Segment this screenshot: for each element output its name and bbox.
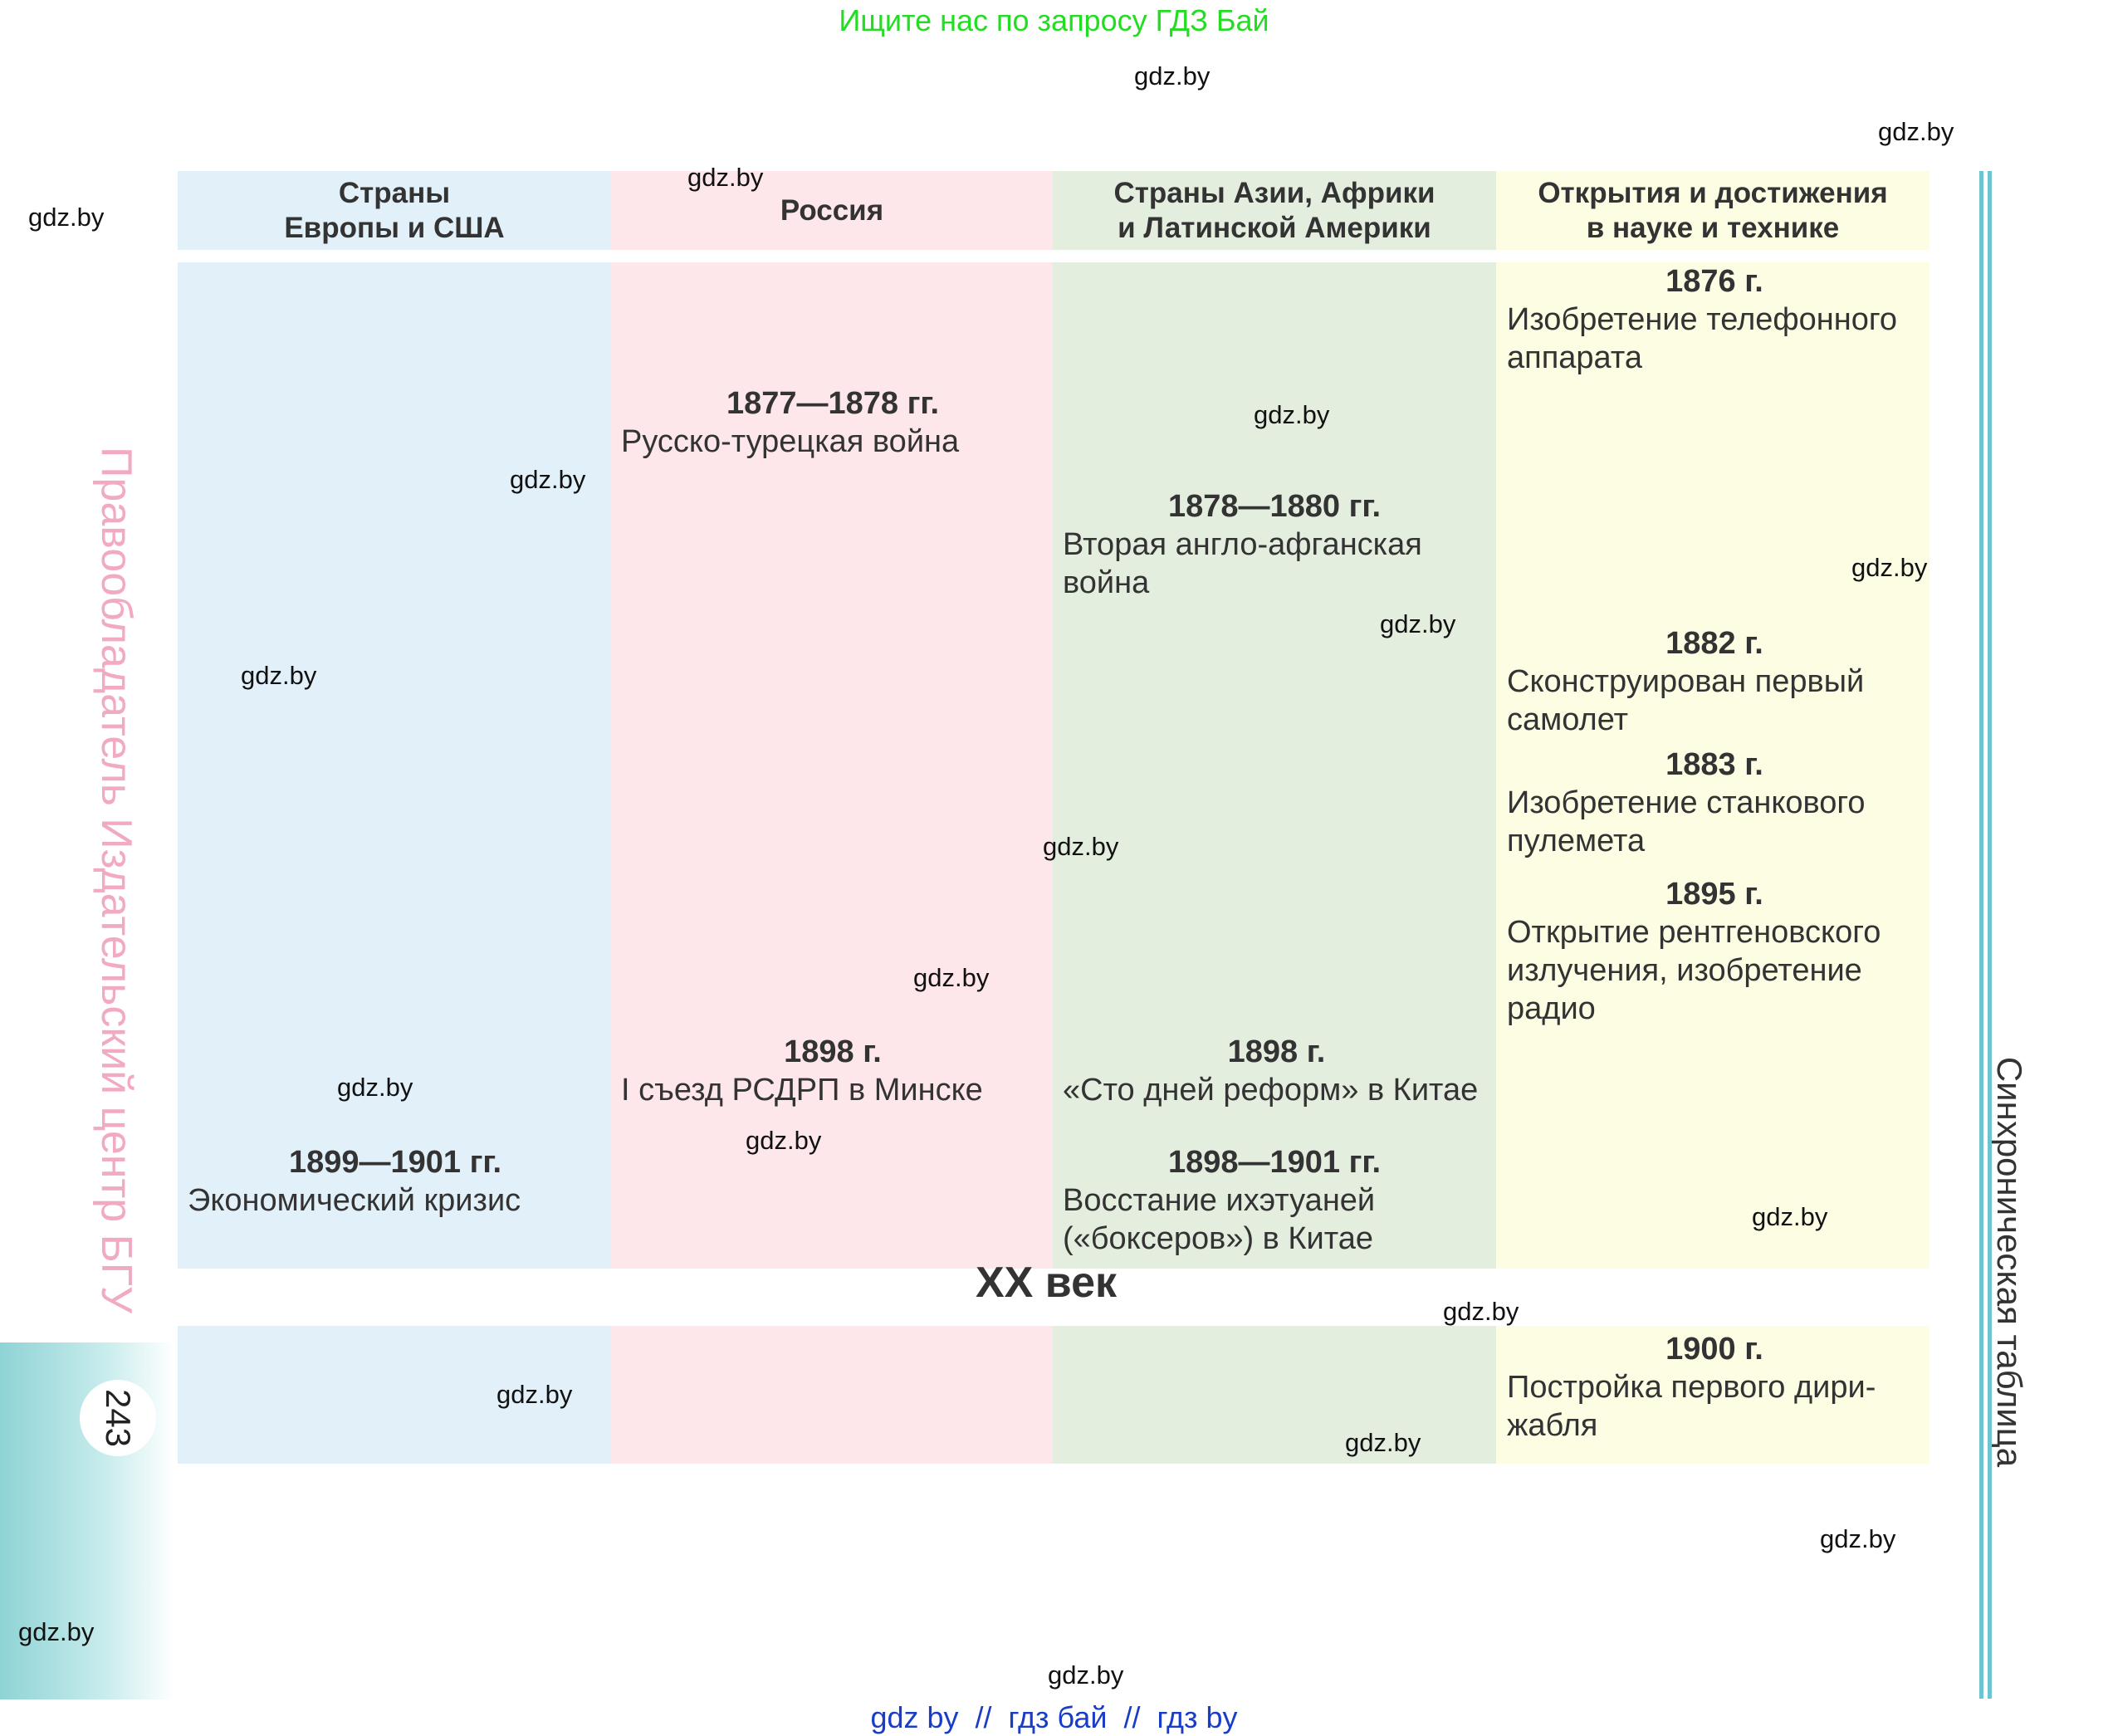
watermark: gdz.by xyxy=(1878,117,1954,146)
watermark: gdz.by xyxy=(510,465,586,494)
entry-asia-1898-1901: 1898—1901 гг. Восстание ихэтуаней («бокс… xyxy=(1063,1143,1486,1258)
entry-text: Восстание ихэтуаней («боксеров») в Китае xyxy=(1063,1183,1376,1256)
entry-science-1895: 1895 г. Открытие рентгеновского излучени… xyxy=(1507,875,1922,1028)
entry-text: Постройка первого дири- жабля xyxy=(1507,1370,1876,1443)
entry-year: 1883 г. xyxy=(1665,747,1763,782)
entry-asia-1878: 1878—1880 гг. Вторая англо-афганская вой… xyxy=(1063,487,1486,602)
entry-text: Открытие рентгеновского излучения, изобр… xyxy=(1507,915,1881,1026)
entry-russia-1898: 1898 г. I съезд РСДРП в Минске xyxy=(621,1033,1044,1109)
header-bg-asia xyxy=(1053,171,1496,250)
entry-year: 1895 г. xyxy=(1665,877,1763,912)
header-europe: Страны Европы и США xyxy=(284,176,505,244)
watermark: gdz.by xyxy=(28,203,105,232)
entry-text: Изобретение телефонного аппарата xyxy=(1507,302,1898,375)
watermark: gdz.by xyxy=(1134,61,1211,90)
entry-year: 1876 г. xyxy=(1665,264,1763,299)
entry-year: 1899—1901 гг. xyxy=(288,1145,502,1180)
header-science: Открытия и достижения в науке и технике xyxy=(1538,176,1888,244)
body-bg-science xyxy=(1496,262,1929,1269)
xx-bg-science xyxy=(1496,1326,1929,1464)
copyright-side-caption: Правообладатель Издательский центр БГУ xyxy=(33,447,199,1313)
watermark: gdz.by xyxy=(1380,609,1456,638)
section-side-caption: Синхроническая таблица xyxy=(1959,1029,2059,1494)
watermark: gdz.by xyxy=(1345,1428,1421,1457)
header-bg-europe xyxy=(178,171,611,250)
entry-text: Сконструирован первый самолет xyxy=(1507,664,1865,737)
entry-text: I съезд РСДРП в Минске xyxy=(621,1073,983,1108)
watermark: gdz.by xyxy=(241,661,317,690)
entry-year: 1900 г. xyxy=(1665,1332,1763,1367)
watermark: gdz.by xyxy=(1043,832,1119,861)
watermark: gdz.by xyxy=(18,1617,95,1646)
header-russia: Россия xyxy=(780,193,884,227)
xx-bg-russia xyxy=(611,1326,1053,1464)
search-banner: Ищите нас по запросу ГДЗ Бай xyxy=(839,3,1269,37)
body-bg-europe xyxy=(178,262,611,1269)
entry-year: 1882 г. xyxy=(1665,626,1763,661)
entry-europe-1899: 1899—1901 гг. Экономический кризис xyxy=(188,1143,603,1220)
entry-year: 1878—1880 гг. xyxy=(1167,489,1382,524)
entry-text: Вторая англо-афганская война xyxy=(1063,527,1422,600)
watermark: gdz.by xyxy=(1254,400,1330,429)
header-bg-russia xyxy=(611,171,1053,250)
page-number: 243 xyxy=(99,1388,138,1448)
entry-text: «Сто дней реформ» в Китае xyxy=(1063,1073,1479,1108)
century-heading: XX век xyxy=(975,1259,1118,1307)
watermark: gdz.by xyxy=(496,1380,573,1409)
watermark: gdz.by xyxy=(687,163,764,192)
watermark: gdz.by xyxy=(1443,1297,1519,1326)
page-number-badge: 243 xyxy=(80,1380,156,1456)
xx-bg-asia xyxy=(1053,1326,1496,1464)
watermark: gdz.by xyxy=(1048,1660,1124,1690)
xx-bg-europe xyxy=(178,1326,611,1464)
entry-year: 1877—1878 гг. xyxy=(726,386,940,421)
entry-science-1882: 1882 г. Сконструирован первый самолет xyxy=(1507,624,1922,739)
watermark: gdz.by xyxy=(1752,1202,1828,1231)
section-title: Синхроническая таблица xyxy=(1990,1056,2029,1468)
entry-science-1900: 1900 г. Постройка первого дири- жабля xyxy=(1507,1330,1922,1445)
watermark: gdz.by xyxy=(1820,1524,1896,1553)
entry-text: Экономический кризис xyxy=(188,1183,521,1218)
accent-line-2 xyxy=(1988,171,1992,1699)
watermark: gdz.by xyxy=(1851,553,1928,582)
entry-text: Русско-турецкая война xyxy=(621,424,960,459)
bottom-links[interactable]: gdz by // гдз бай // гдз by xyxy=(870,1700,1238,1734)
body-bg-russia xyxy=(611,262,1053,1269)
entry-asia-1898: 1898 г. «Сто дней реформ» в Китае xyxy=(1063,1033,1490,1109)
header-bg-science xyxy=(1496,171,1929,250)
entry-year: 1898 г. xyxy=(784,1034,882,1069)
accent-line-1 xyxy=(1979,171,1983,1699)
entry-science-1876: 1876 г. Изобретение телефонного аппарата xyxy=(1507,262,1922,377)
header-asia: Страны Азии, Африки и Латинской Америки xyxy=(1113,176,1435,244)
entry-science-1883: 1883 г. Изобретение станкового пулемета xyxy=(1507,746,1922,860)
watermark: gdz.by xyxy=(746,1126,822,1155)
entry-russia-1877: 1877—1878 гг. Русско-турецкая война xyxy=(621,384,1044,461)
body-bg-asia xyxy=(1053,262,1496,1269)
entry-text: Изобретение станкового пулемета xyxy=(1507,785,1866,858)
watermark: gdz.by xyxy=(337,1073,413,1102)
entry-year: 1898 г. xyxy=(1227,1034,1326,1069)
watermark: gdz.by xyxy=(913,963,990,992)
copyright-text: Правообладатель Издательский центр БГУ xyxy=(92,447,140,1313)
entry-year: 1898—1901 гг. xyxy=(1167,1145,1382,1180)
